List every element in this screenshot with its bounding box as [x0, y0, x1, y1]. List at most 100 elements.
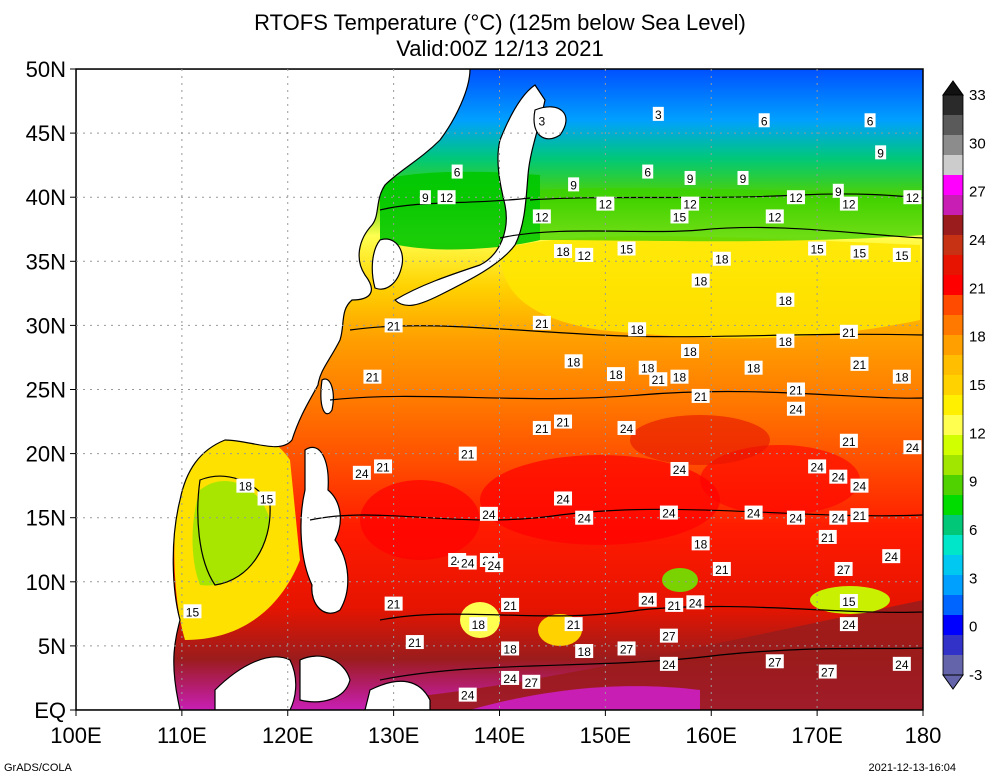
contour-label: 21 — [458, 446, 477, 462]
colorbar-swatch — [943, 235, 963, 256]
contour-label: 24 — [659, 656, 678, 672]
contour-label-bg — [744, 360, 763, 375]
contour-label-text: 24 — [556, 492, 570, 506]
contour-label-bg — [501, 641, 520, 656]
contour-label-text: 24 — [789, 512, 803, 526]
contour-label-bg — [617, 241, 636, 256]
contour-label-bg — [786, 382, 805, 397]
contour-label-text: 18 — [578, 645, 592, 659]
contour-label-bg — [363, 369, 382, 384]
contour-label-bg — [850, 508, 869, 523]
contour-label: 18 — [776, 333, 795, 349]
contour-label-text: 24 — [461, 557, 475, 571]
contour-label-bg — [765, 654, 784, 669]
colorbar-swatch — [943, 395, 963, 416]
contour-label-bg — [617, 641, 636, 656]
contour-label: 15 — [257, 491, 276, 506]
contour-label-text: 21 — [842, 326, 856, 340]
contour-label-bg — [892, 247, 911, 262]
contour-label-text: 15 — [842, 595, 856, 609]
contour-label-text: 15 — [853, 246, 867, 260]
lon-label: 130E — [368, 723, 419, 748]
colorbar-swatch — [943, 215, 963, 236]
lat-label: 5N — [38, 634, 66, 659]
contour-label-text: 24 — [482, 508, 496, 522]
contour-label-text: 21 — [366, 371, 380, 385]
contour-label: 24 — [892, 656, 911, 672]
contour-label: 9 — [875, 145, 887, 160]
contour-label: 21 — [374, 459, 393, 474]
contour-label-bg — [532, 420, 551, 435]
contour-label-bg — [786, 401, 805, 416]
contour-label: 12 — [596, 196, 615, 212]
contour-label-bg — [882, 549, 901, 564]
colorbar-swatch — [943, 375, 963, 396]
contour-label-text: 21 — [668, 599, 682, 613]
contour-label-text: 18 — [779, 335, 793, 349]
contour-label-bg — [659, 505, 678, 520]
contour-label-text: 18 — [673, 371, 687, 385]
contour-label-bg — [554, 414, 573, 429]
contour-label-text: 27 — [821, 666, 835, 680]
latitude-labels: 50N 45N 40N 35N 30N 25N 20N 15N 10N 5N EQ — [26, 57, 66, 723]
contour-label: 18 — [744, 360, 763, 376]
colorbar-label: 6 — [969, 522, 977, 539]
lon-label: 100E — [50, 723, 101, 748]
lon-label: 150E — [580, 723, 631, 748]
contour-label-text: 15 — [186, 605, 200, 619]
contour-label: 18 — [892, 369, 911, 385]
contour-label: 6 — [758, 113, 770, 128]
contour-label: 12 — [765, 209, 784, 224]
contour-label-bg — [776, 292, 795, 307]
contour-label-text: 21 — [652, 373, 666, 387]
contour-label: 24 — [744, 505, 763, 521]
contour-label-bg — [485, 558, 504, 573]
colorbar-swatch — [943, 415, 963, 436]
contour-label: 24 — [829, 510, 848, 526]
contour-label-bg — [575, 510, 594, 525]
contour-label-text: 18 — [556, 245, 570, 259]
contour-label-text: 24 — [355, 467, 369, 481]
contour-label-bg — [670, 461, 689, 476]
contour-label-bg — [786, 190, 805, 205]
colorbar-swatch — [943, 655, 963, 676]
contour-label: 9 — [737, 170, 749, 186]
contour-label-bg — [839, 196, 858, 211]
contour-label: 6 — [451, 164, 463, 180]
lat-label: 10N — [26, 570, 66, 595]
contour-label-bg — [606, 367, 625, 382]
contour-label-bg — [684, 170, 696, 185]
contour-label-bg — [758, 113, 770, 128]
colorbar-label: 3 — [969, 570, 977, 587]
contour-label-text: 18 — [747, 362, 761, 376]
contour-label: 24 — [903, 440, 922, 455]
contour-label-bg — [875, 145, 887, 160]
colorbar-label: 27 — [969, 184, 986, 201]
colorbar-swatch — [943, 195, 963, 216]
contour-label: 21 — [384, 596, 403, 612]
contour-label-text: 18 — [779, 294, 793, 308]
contour-label-bg — [236, 478, 255, 493]
contour-label: 27 — [659, 628, 678, 644]
contour-label: 21 — [405, 635, 424, 650]
contour-label-text: 21 — [853, 509, 867, 523]
colorbar-swatch — [943, 275, 963, 296]
contour-label-text: 21 — [461, 448, 475, 462]
contour-label-text: 24 — [689, 596, 703, 610]
contour-label-bg — [522, 674, 541, 689]
lat-label: 30N — [26, 313, 66, 338]
contour-label-bg — [691, 536, 710, 551]
contour-label-bg — [665, 597, 684, 612]
contour-label-bg — [501, 597, 520, 612]
contour-label-bg — [681, 196, 700, 211]
contour-label: 9 — [568, 177, 580, 192]
colorbar-label: 12 — [969, 425, 986, 442]
contour-label-bg — [681, 344, 700, 359]
contour-label: 18 — [712, 251, 731, 267]
contour-label: 21 — [691, 388, 710, 404]
colorbar-swatch — [943, 115, 963, 136]
contour-label: 21 — [818, 529, 837, 545]
